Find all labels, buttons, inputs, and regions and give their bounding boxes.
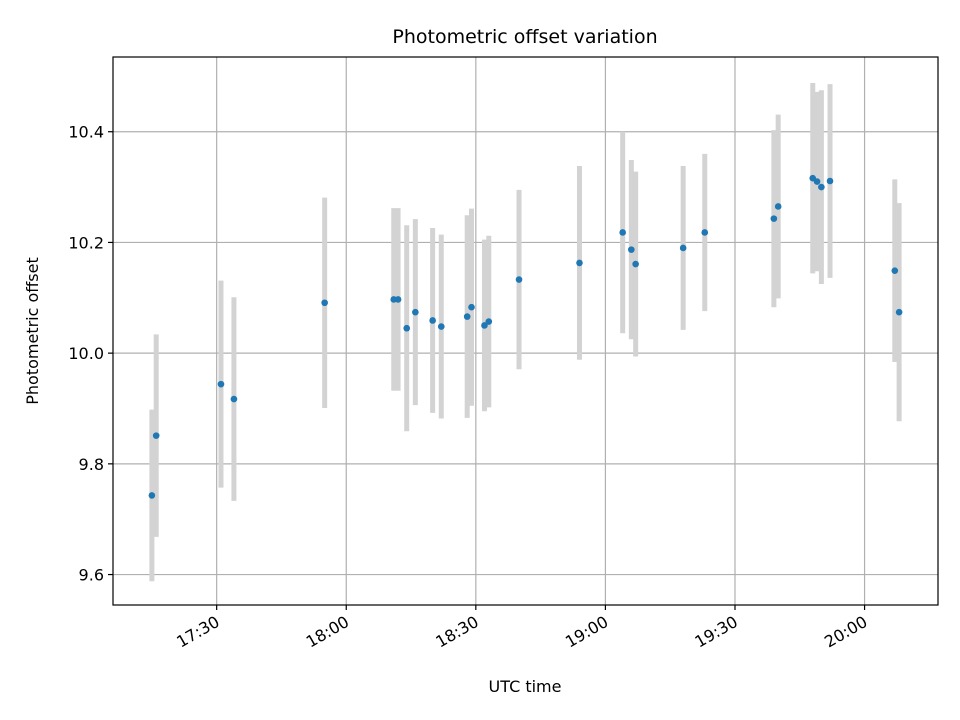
data-point (679, 244, 687, 252)
data-point (463, 313, 471, 320)
data-point (230, 395, 238, 403)
y-tick-label: 9.6 (79, 566, 104, 585)
data-point (394, 296, 402, 303)
data-point (826, 177, 834, 185)
y-tick-label: 10.0 (68, 344, 104, 363)
data-point (148, 492, 156, 499)
data-point (891, 267, 899, 274)
grid-lines (113, 57, 938, 605)
y-axis-ticks: 9.6 9.8 10.0 10.2 10.4 (68, 123, 113, 585)
data-point (576, 259, 583, 267)
data-point (485, 318, 493, 325)
x-axis-title: UTC time (489, 677, 562, 696)
data-point (770, 215, 778, 222)
y-tick-label: 9.8 (79, 455, 104, 474)
data-point (481, 322, 488, 329)
data-point (217, 380, 225, 388)
chart-title: Photometric offset variation (392, 26, 657, 48)
data-point (152, 432, 160, 439)
data-point (628, 246, 635, 253)
data-point (321, 299, 328, 307)
data-point (895, 308, 903, 316)
data-point (701, 229, 709, 236)
data-point (818, 183, 825, 191)
data-point (429, 317, 436, 324)
data-point (774, 203, 782, 210)
data-point (619, 229, 626, 236)
data-point (468, 303, 475, 311)
data-point (813, 178, 821, 185)
y-axis-title: Photometric offset (23, 257, 42, 405)
data-point (437, 323, 445, 330)
data-points (148, 174, 903, 499)
data-point (412, 308, 419, 316)
data-point (403, 324, 411, 332)
data-point (515, 276, 523, 283)
data-point (632, 260, 639, 268)
y-tick-label: 10.4 (68, 123, 104, 142)
plot-frame (112, 56, 939, 606)
y-tick-label: 10.2 (68, 233, 104, 252)
